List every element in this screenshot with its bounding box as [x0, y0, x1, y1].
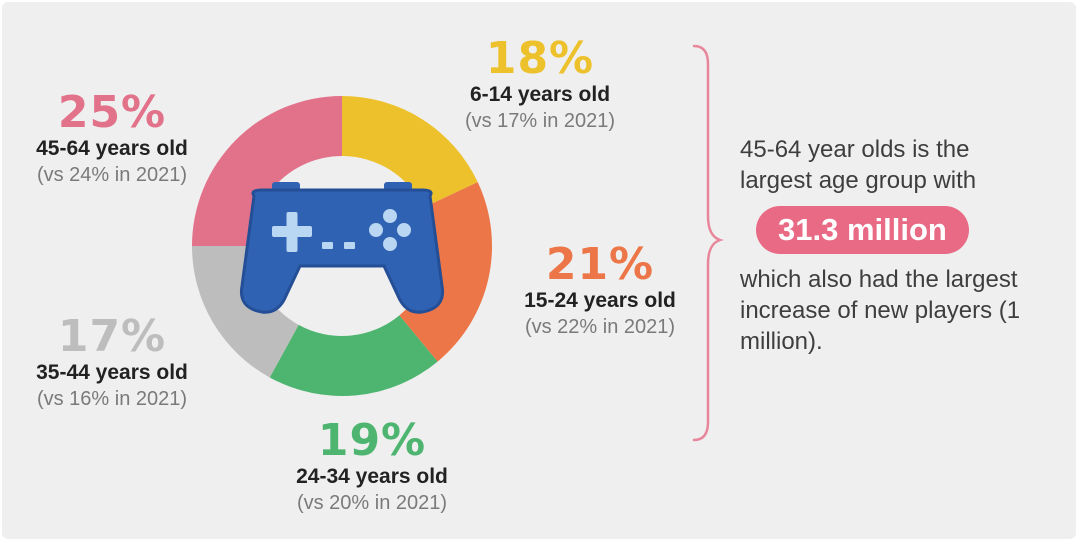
largest-group-note: 45-64 year olds is the largest age group… — [740, 134, 1040, 357]
age-6-14: 6-14 years old — [469, 83, 611, 106]
age-15-24: 15-24 years old — [524, 289, 676, 312]
donut-slice-g15_24 — [399, 182, 492, 362]
comparison-6-14: (vs 17% in 2021) — [464, 110, 616, 132]
percent-35-44: 17% — [57, 311, 167, 362]
donut-slice-g6_14 — [342, 96, 478, 208]
age-24-34: 24-34 years old — [296, 465, 448, 488]
highlight-pill: 31.3 million — [756, 206, 969, 254]
donut-slice-g45_64 — [192, 96, 342, 246]
percent-24-34: 19% — [317, 415, 427, 466]
comparison-35-44: (vs 16% in 2021) — [36, 388, 188, 410]
slice-label-24-34: 19% 24-34 years old (vs 20% in 2021) — [262, 418, 482, 516]
slice-label-35-44: 17% 35-44 years old (vs 16% in 2021) — [12, 314, 212, 412]
percent-15-24: 21% — [545, 239, 655, 290]
donut-slice-g24_34 — [269, 315, 438, 396]
comparison-24-34: (vs 20% in 2021) — [296, 492, 448, 514]
curly-brace — [692, 44, 724, 442]
comparison-45-64: (vs 24% in 2021) — [36, 164, 188, 186]
note-line-2: which also had the largest increase of n… — [740, 266, 1021, 355]
note-line-1: 45-64 year olds is the largest age group… — [740, 136, 977, 194]
percent-45-64: 25% — [57, 87, 167, 138]
age-45-64: 45-64 years old — [36, 137, 188, 160]
slice-label-15-24: 21% 15-24 years old (vs 22% in 2021) — [500, 242, 700, 340]
slice-label-45-64: 25% 45-64 years old (vs 24% in 2021) — [12, 90, 212, 188]
slice-label-6-14: 18% 6-14 years old (vs 17% in 2021) — [440, 36, 640, 134]
percent-6-14: 18% — [485, 33, 595, 84]
age-donut-chart — [192, 96, 492, 396]
gamepad-icon — [239, 182, 445, 314]
donut-slice-g35_44 — [192, 246, 299, 378]
comparison-15-24: (vs 22% in 2021) — [524, 316, 676, 338]
age-35-44: 35-44 years old — [36, 361, 188, 384]
